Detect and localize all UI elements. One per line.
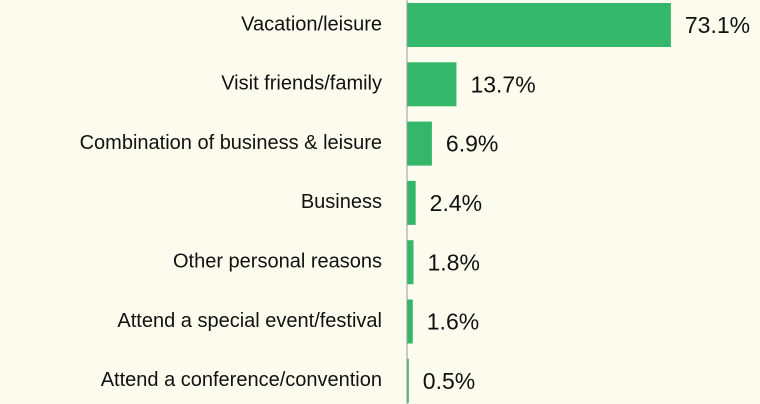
value-label: 1.8% bbox=[427, 249, 479, 275]
value-label: 73.1% bbox=[685, 12, 750, 38]
category-label: Other personal reasons bbox=[173, 250, 382, 272]
value-label: 13.7% bbox=[470, 71, 535, 97]
bar bbox=[407, 299, 413, 344]
value-label: 1.6% bbox=[427, 309, 479, 335]
value-label: 0.5% bbox=[423, 368, 475, 394]
bar bbox=[407, 62, 457, 107]
category-label: Attend a special event/festival bbox=[117, 310, 382, 332]
bar bbox=[407, 358, 409, 403]
category-label: Attend a conference/convention bbox=[101, 369, 382, 391]
category-label: Combination of business & leisure bbox=[80, 132, 382, 154]
category-label: Vacation/leisure bbox=[241, 13, 382, 35]
category-label: Visit friends/family bbox=[221, 73, 382, 95]
bar bbox=[407, 240, 414, 285]
bar bbox=[407, 3, 671, 47]
bar bbox=[407, 121, 432, 166]
bar bbox=[407, 180, 416, 225]
category-label: Business bbox=[301, 191, 382, 213]
value-label: 6.9% bbox=[446, 131, 498, 157]
value-label: 2.4% bbox=[430, 190, 482, 216]
